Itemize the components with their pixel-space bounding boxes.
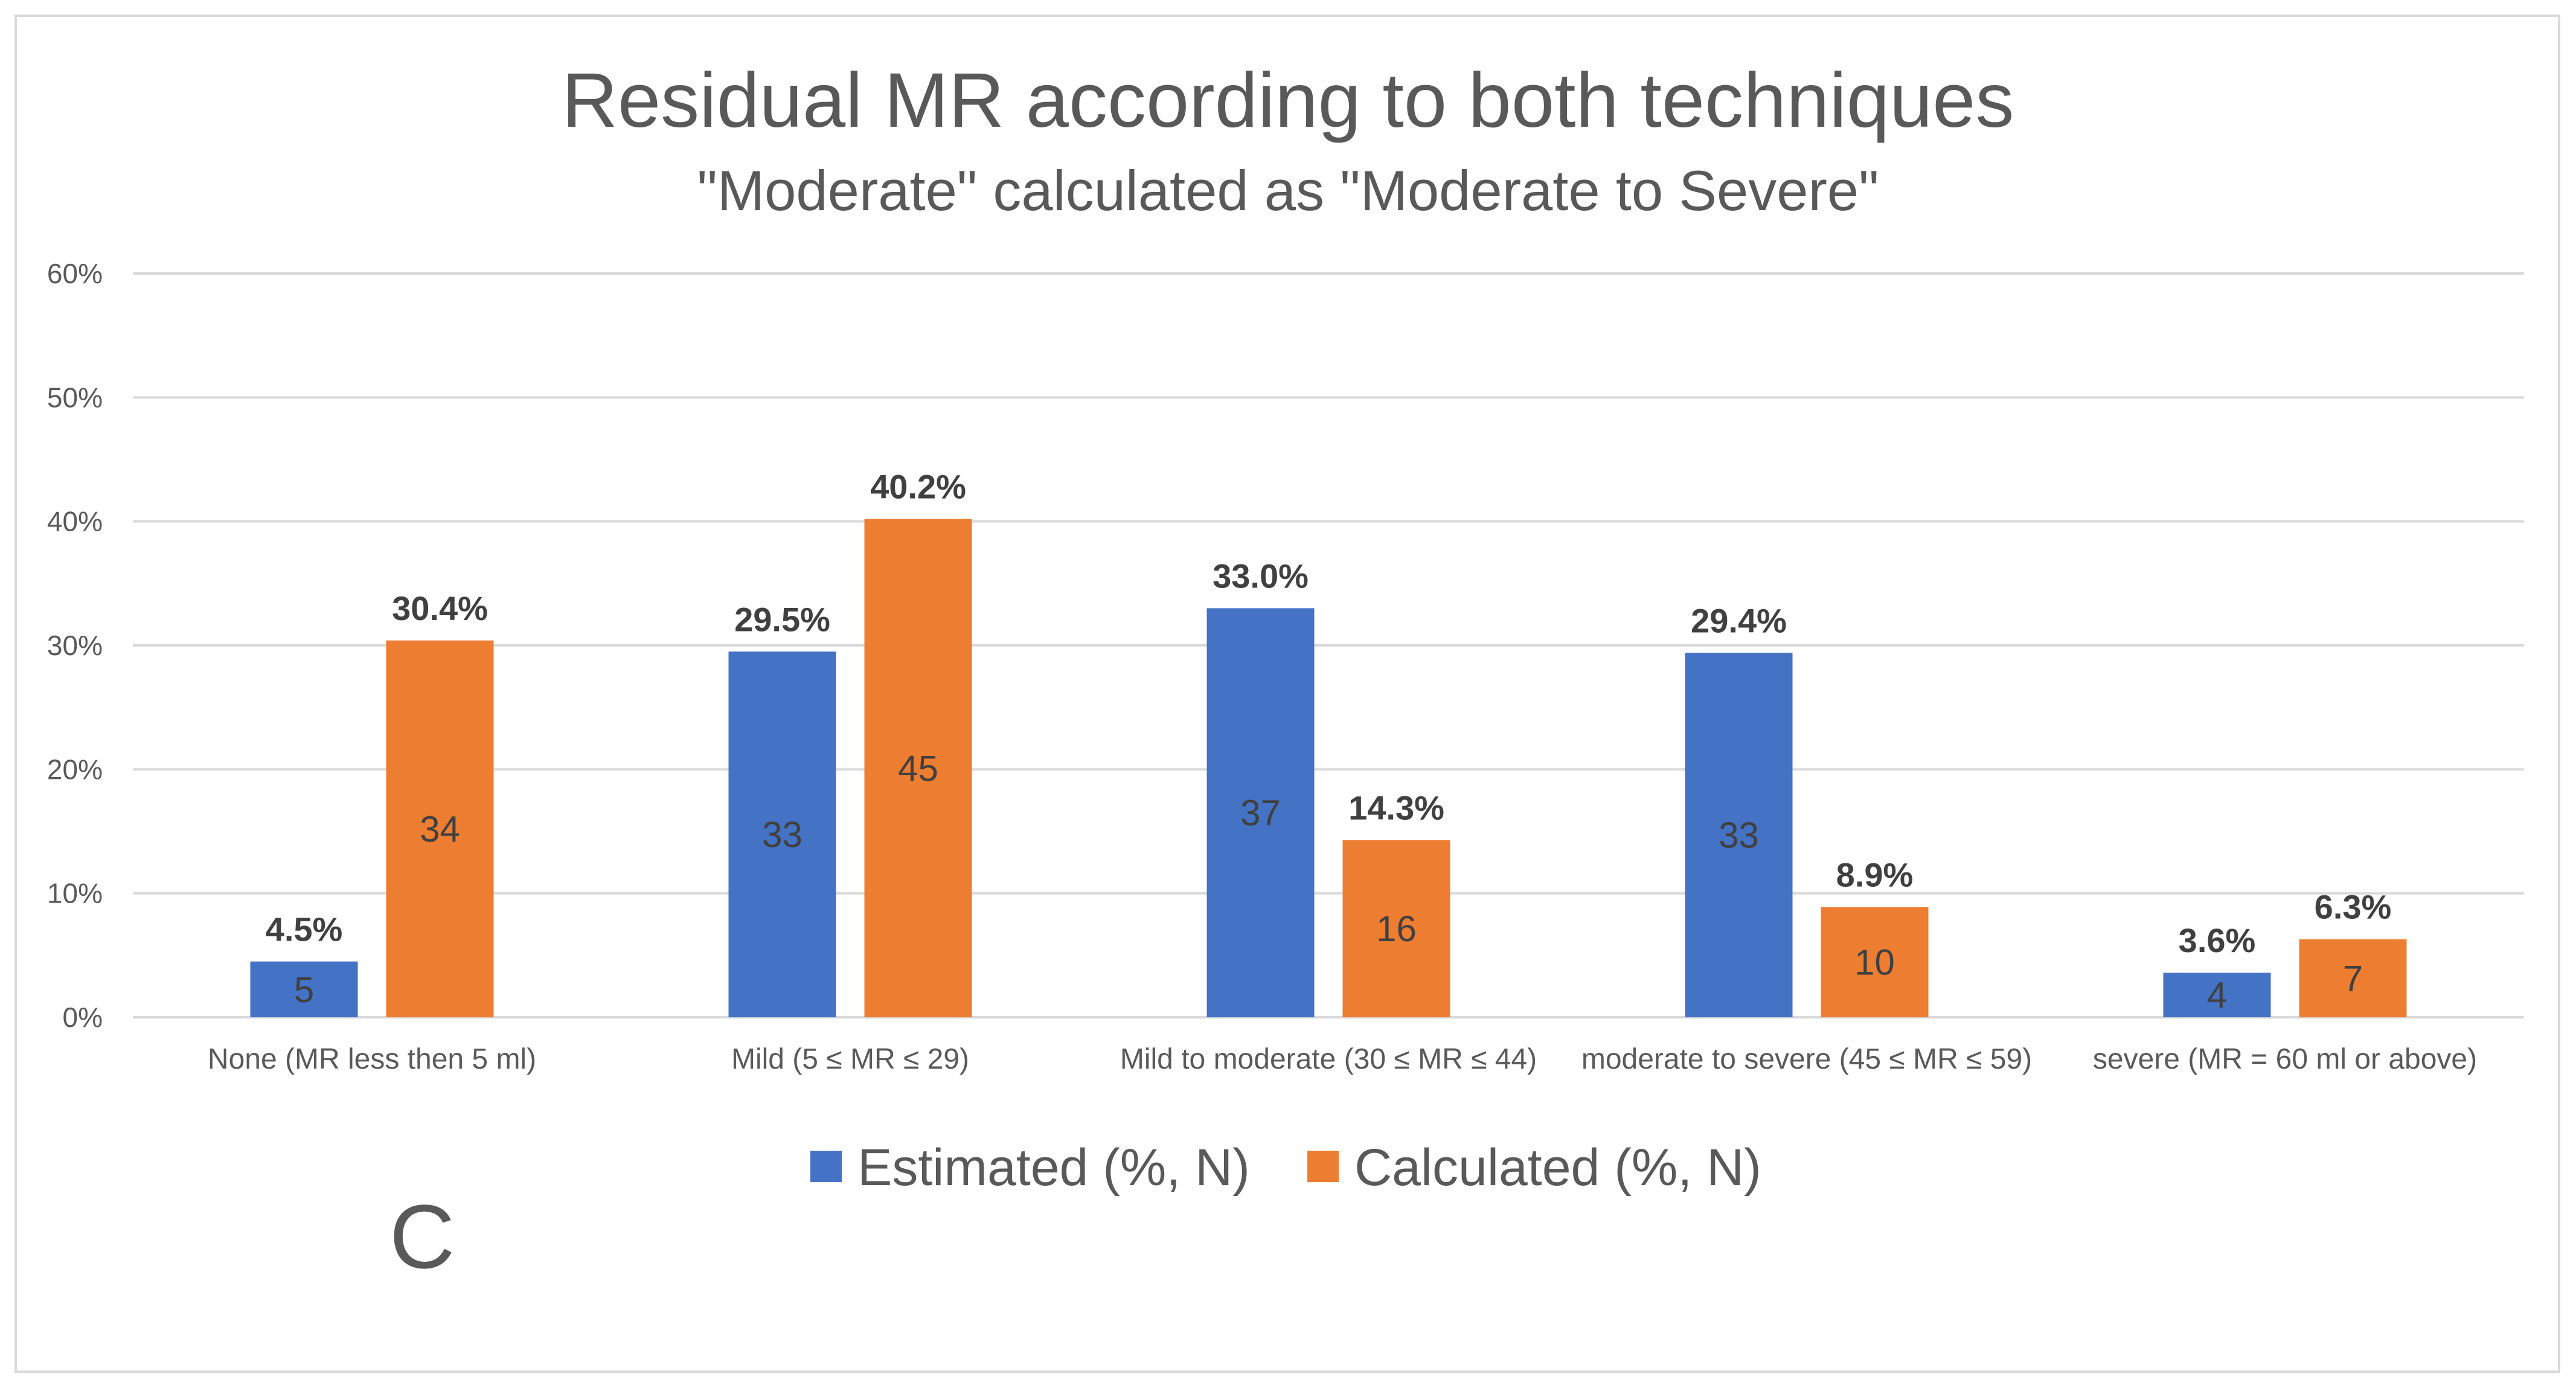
- y-axis-ticks: 0% 10% 20% 30% 40% 50% 60%: [47, 258, 103, 1033]
- legend-swatch-calculated: [1307, 1151, 1339, 1182]
- legend: Estimated (%, N) Calculated (%, N): [810, 1139, 1761, 1197]
- x-category-label: moderate to severe (45 ≤ MR ≤ 59): [1581, 1043, 2032, 1075]
- chart-title: Residual MR according to both techniques: [562, 57, 2014, 144]
- y-tick-label: 30%: [47, 630, 103, 661]
- bar-percent-label: 14.3%: [1348, 788, 1444, 827]
- y-tick-label: 60%: [47, 258, 103, 289]
- bar-estimated: [2163, 973, 2271, 1017]
- x-category-label: None (MR less then 5 ml): [208, 1043, 536, 1075]
- bar-count-label: 10: [1854, 942, 1895, 983]
- bar-estimated: [1206, 608, 1315, 1017]
- bar-estimated: [250, 961, 358, 1017]
- y-tick-label: 10%: [47, 878, 103, 909]
- bar-count-label: 4: [2207, 975, 2227, 1015]
- bar-percent-label: 33.0%: [1213, 557, 1309, 595]
- gridlines: [133, 272, 2524, 1019]
- x-axis-categories: None (MR less then 5 ml) Mild (5 ≤ MR ≤ 2…: [208, 1043, 2477, 1075]
- bar-calculated: [1342, 840, 1450, 1017]
- bars: 4.5% 5 30.4% 34 29.5% 33 40.2% 45 33.0% 37 14.3% 16…: [250, 468, 2407, 1017]
- y-tick-label: 0%: [63, 1002, 103, 1033]
- bar-calculated: [864, 519, 972, 1017]
- x-category-label: Mild (5 ≤ MR ≤ 29): [731, 1043, 969, 1075]
- bar-count-label: 16: [1376, 909, 1417, 949]
- bar-count-label: 33: [762, 814, 803, 855]
- bar-percent-label: 29.5%: [734, 600, 830, 638]
- panel-label: C: [389, 1186, 455, 1287]
- bar-percent-label: 3.6%: [2179, 921, 2256, 959]
- bar-percent-label: 8.9%: [1836, 856, 1914, 894]
- bar-percent-label: 40.2%: [870, 468, 966, 506]
- chart-subtitle: "Moderate" calculated as "Moderate to Se…: [697, 159, 1879, 222]
- y-tick-label: 40%: [47, 506, 103, 537]
- bar-count-label: 5: [294, 970, 314, 1010]
- bar-calculated: [2299, 939, 2407, 1017]
- bar-estimated: [728, 651, 836, 1017]
- bar-count-label: 7: [2343, 958, 2363, 999]
- bar-percent-label: 4.5%: [266, 910, 343, 948]
- legend-label-estimated: Estimated (%, N): [857, 1139, 1250, 1197]
- bar-count-label: 37: [1240, 793, 1281, 833]
- bar-estimated: [1685, 653, 1793, 1017]
- bar-percent-label: 6.3%: [2315, 888, 2392, 926]
- legend-swatch-estimated: [810, 1151, 842, 1182]
- bar-percent-label: 29.4%: [1691, 601, 1787, 639]
- bar-percent-label: 30.4%: [392, 589, 488, 627]
- bar-count-label: 45: [898, 748, 938, 788]
- bar-count-label: 33: [1719, 815, 1759, 856]
- legend-label-calculated: Calculated (%, N): [1354, 1139, 1761, 1197]
- y-tick-label: 50%: [47, 382, 103, 413]
- x-category-label: severe (MR = 60 ml or above): [2093, 1043, 2477, 1075]
- bar-calculated: [386, 640, 494, 1017]
- bar-count-label: 34: [420, 809, 460, 849]
- y-tick-label: 20%: [47, 753, 103, 785]
- bar-calculated: [1821, 907, 1929, 1017]
- x-category-label: Mild to moderate (30 ≤ MR ≤ 44): [1120, 1043, 1537, 1075]
